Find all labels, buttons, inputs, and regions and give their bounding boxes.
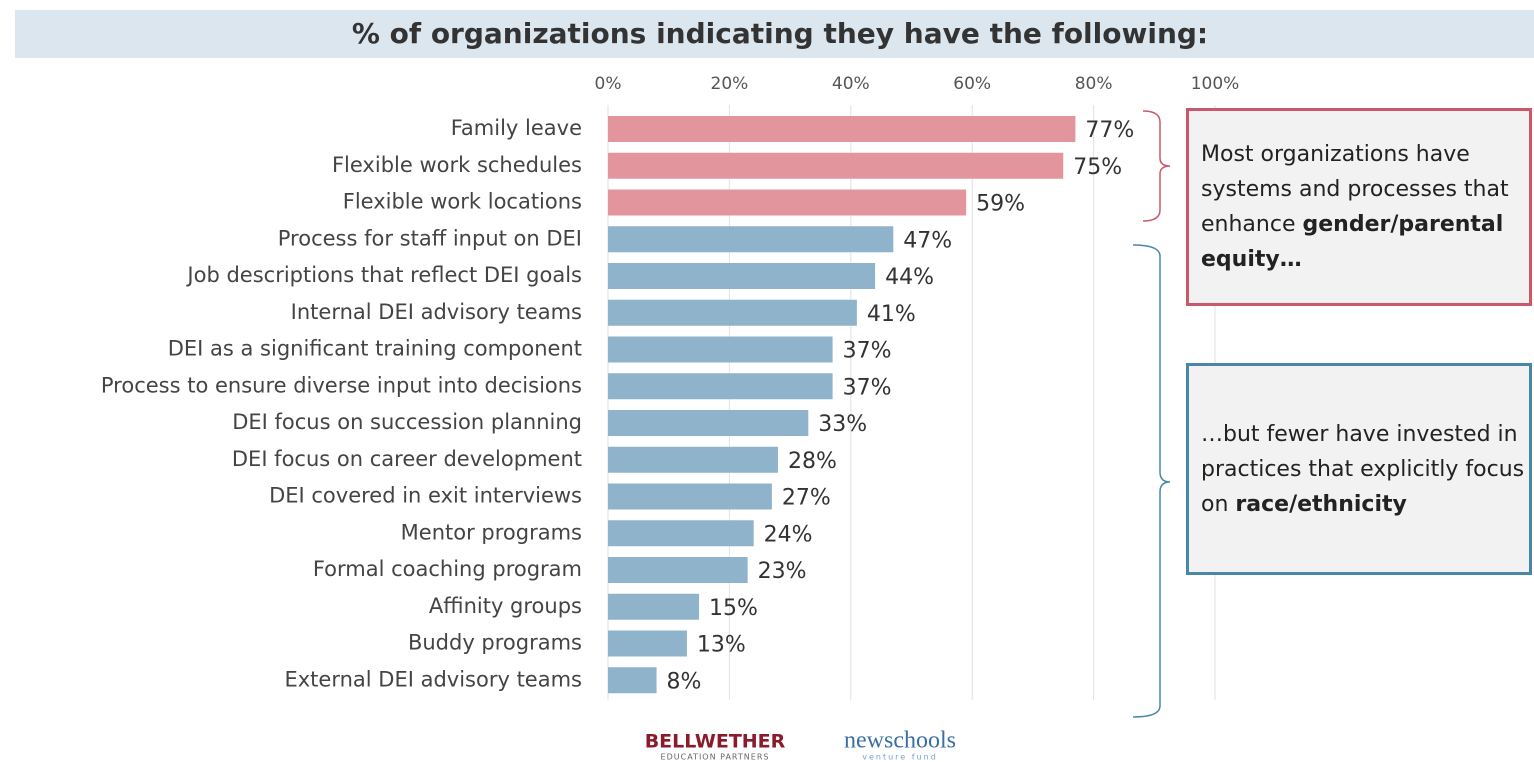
annotation-bold: race/ethnicity: [1235, 491, 1407, 517]
bar: [608, 189, 967, 216]
bar: [608, 630, 687, 657]
bar: [608, 446, 778, 473]
annotation-box: …but fewer have invested in practices th…: [1186, 363, 1532, 575]
value-label: 47%: [903, 228, 952, 253]
y-tick-label: Job descriptions that reflect DEI goals: [185, 263, 582, 287]
bar: [608, 299, 857, 326]
bar: [608, 483, 772, 510]
red-bracket: [1142, 110, 1171, 222]
logo-sub: EDUCATION PARTNERS: [661, 753, 770, 762]
x-tick-label: 80%: [1075, 74, 1113, 94]
bar: [608, 152, 1064, 179]
value-label: 59%: [976, 192, 1025, 217]
annotation: …but fewer have invested in practices th…: [1201, 417, 1529, 522]
y-tick-label: Process for staff input on DEI: [278, 226, 582, 250]
logo-sub: venture fund: [862, 753, 938, 762]
value-label: 77%: [1085, 118, 1134, 143]
bar: [608, 593, 700, 620]
value-label: 24%: [764, 522, 813, 547]
annotation-bold: gender/parental equity…: [1201, 212, 1504, 272]
y-tick-label: DEI covered in exit interviews: [269, 484, 582, 508]
x-tick-label: 60%: [953, 74, 991, 94]
y-tick-label: Internal DEI advisory teams: [291, 300, 582, 324]
value-label: 13%: [697, 633, 746, 658]
y-tick-label: Buddy programs: [408, 631, 582, 655]
x-tick-label: 0%: [595, 74, 622, 94]
annotation-text: Most organizations have systems and proc…: [1201, 142, 1509, 237]
logo-name: BELLWETHER: [645, 731, 786, 753]
annotation-box: Most organizations have systems and proc…: [1186, 108, 1532, 306]
value-label: 75%: [1073, 155, 1122, 180]
bar: [608, 520, 754, 547]
y-tick-label: External DEI advisory teams: [284, 667, 582, 691]
blue-bracket: [1132, 244, 1171, 718]
value-label: 37%: [843, 375, 892, 400]
value-label: 15%: [709, 596, 758, 621]
bar: [608, 116, 1076, 142]
y-tick-label: Mentor programs: [401, 520, 582, 544]
value-label: 28%: [788, 449, 837, 474]
y-tick-label: DEI as a significant training component: [168, 337, 582, 361]
bar: [608, 373, 833, 400]
y-tick-label: Flexible work locations: [343, 190, 582, 214]
y-tick-label: Affinity groups: [429, 594, 582, 618]
chart-title: % of organizations indicating they have …: [352, 17, 1208, 50]
y-tick-label: DEI focus on succession planning: [232, 410, 582, 434]
value-label: 23%: [758, 559, 807, 584]
title-banner: [15, 10, 1534, 58]
annotation-text: …but fewer have invested in practices th…: [1201, 421, 1525, 517]
value-label: 41%: [867, 302, 916, 327]
x-tick-label: 100%: [1191, 74, 1240, 94]
y-tick-label: Flexible work schedules: [332, 153, 582, 177]
bar: [608, 336, 833, 363]
x-tick-label: 40%: [832, 74, 870, 94]
annotation: Most organizations have systems and proc…: [1201, 137, 1529, 277]
y-tick-label: Formal coaching program: [313, 557, 582, 581]
y-tick-label: Family leave: [451, 116, 582, 140]
y-tick-label: DEI focus on career development: [232, 447, 582, 471]
bar: [608, 410, 809, 436]
bar: [608, 263, 876, 289]
value-label: 37%: [843, 339, 892, 364]
y-tick-label: Process to ensure diverse input into dec…: [101, 373, 582, 397]
value-label: 8%: [667, 669, 702, 694]
logo-name: newschools: [844, 728, 956, 754]
bar: [608, 667, 657, 694]
value-label: 27%: [782, 486, 831, 511]
bar: [608, 226, 894, 253]
value-label: 33%: [818, 412, 867, 437]
x-tick-label: 20%: [711, 74, 749, 94]
value-label: 44%: [885, 265, 934, 290]
bar: [608, 557, 748, 583]
